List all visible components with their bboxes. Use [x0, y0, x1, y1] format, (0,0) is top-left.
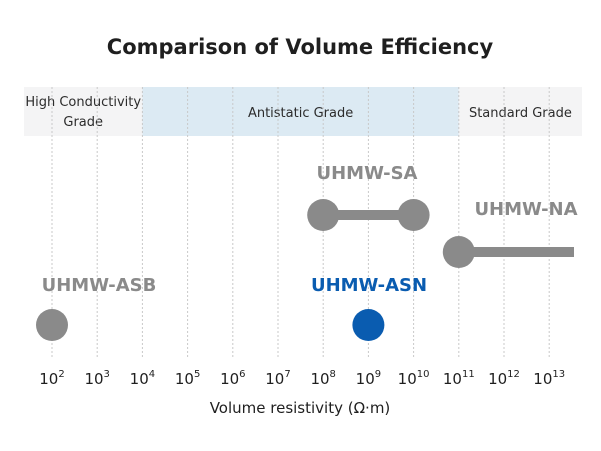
x-tick-base-3: 10	[175, 370, 194, 388]
x-tick-exponent-0: 2	[58, 369, 64, 380]
series-label-uhmw-asb: UHMW-ASB	[42, 275, 157, 296]
x-tick-base-9: 10	[443, 370, 462, 388]
x-tick-exponent-10: 12	[507, 369, 520, 380]
x-tick-exponent-7: 9	[375, 369, 381, 380]
series-point-start-uhmw-asb	[36, 309, 68, 341]
series-point-end-uhmw-sa	[397, 199, 430, 231]
x-tick-exponent-6: 8	[330, 369, 336, 380]
series-uhmw-asn: UHMW-ASN	[311, 275, 427, 341]
chart-title: Comparison of Volume Efficiency	[107, 35, 494, 59]
band-label-1-0: Antistatic Grade	[248, 106, 353, 121]
series-point-start-uhmw-sa	[307, 199, 340, 231]
x-tick-base-0: 10	[39, 370, 58, 388]
x-tick-base-6: 10	[310, 370, 329, 388]
x-tick-base-7: 10	[356, 370, 375, 388]
x-tick-base-4: 10	[220, 370, 239, 388]
x-tick-exponent-2: 4	[149, 369, 155, 380]
band-0	[24, 87, 143, 136]
band-label-0-1: Grade	[63, 115, 103, 130]
series-uhmw-asb: UHMW-ASB	[36, 275, 156, 341]
x-tick-base-8: 10	[398, 370, 417, 388]
x-tick-label-10: 1012	[488, 369, 520, 388]
series-uhmw-na: UHMW-NA	[442, 199, 578, 268]
band-1	[142, 87, 459, 136]
x-tick-exponent-9: 11	[462, 369, 475, 380]
x-tick-base-10: 10	[488, 370, 507, 388]
x-tick-exponent-5: 7	[284, 369, 290, 380]
x-tick-base-5: 10	[265, 370, 284, 388]
x-tick-label-11: 1013	[533, 369, 565, 388]
x-tick-exponent-4: 6	[239, 369, 245, 380]
x-tick-exponent-3: 5	[194, 369, 200, 380]
x-axis-label: Volume resistivity (Ω·m)	[210, 399, 391, 417]
series-uhmw-sa: UHMW-SA	[307, 163, 430, 231]
x-tick-label-9: 1011	[443, 369, 475, 388]
x-tick-label-4: 106	[220, 369, 245, 388]
series-label-uhmw-sa: UHMW-SA	[316, 163, 417, 184]
band-2	[458, 87, 582, 136]
x-tick-base-2: 10	[130, 370, 149, 388]
x-tick-exponent-8: 10	[417, 369, 430, 380]
x-tick-label-2: 104	[130, 369, 155, 388]
x-tick-base-11: 10	[533, 370, 552, 388]
x-tick-label-5: 107	[265, 369, 290, 388]
x-tick-label-1: 103	[84, 369, 109, 388]
band-label-2-0: Standard Grade	[469, 106, 572, 121]
series-label-uhmw-na: UHMW-NA	[474, 199, 577, 220]
series-point-start-uhmw-asn	[352, 309, 385, 341]
x-tick-label-0: 102	[39, 369, 64, 388]
x-tick-exponent-11: 13	[552, 369, 565, 380]
x-tick-label-3: 105	[175, 369, 200, 388]
series-label-uhmw-asn: UHMW-ASN	[311, 275, 427, 296]
x-tick-label-7: 109	[356, 369, 381, 388]
series-point-start-uhmw-na	[442, 236, 475, 268]
x-axis-ticks: 102 103 104 105 106 107 108 109 1010 1011 1012 1013	[39, 369, 565, 388]
x-tick-exponent-1: 3	[104, 369, 110, 380]
x-tick-label-8: 1010	[398, 369, 430, 388]
x-tick-base-1: 10	[84, 370, 103, 388]
data-series: UHMW-SA UHMW-NA UHMW-ASB UHMW-ASN	[36, 163, 578, 341]
band-label-0-0: High Conductivity	[25, 95, 141, 110]
grade-bands: High Conductivity Grade Antistatic Grade St…	[24, 87, 582, 136]
x-tick-label-6: 108	[310, 369, 335, 388]
